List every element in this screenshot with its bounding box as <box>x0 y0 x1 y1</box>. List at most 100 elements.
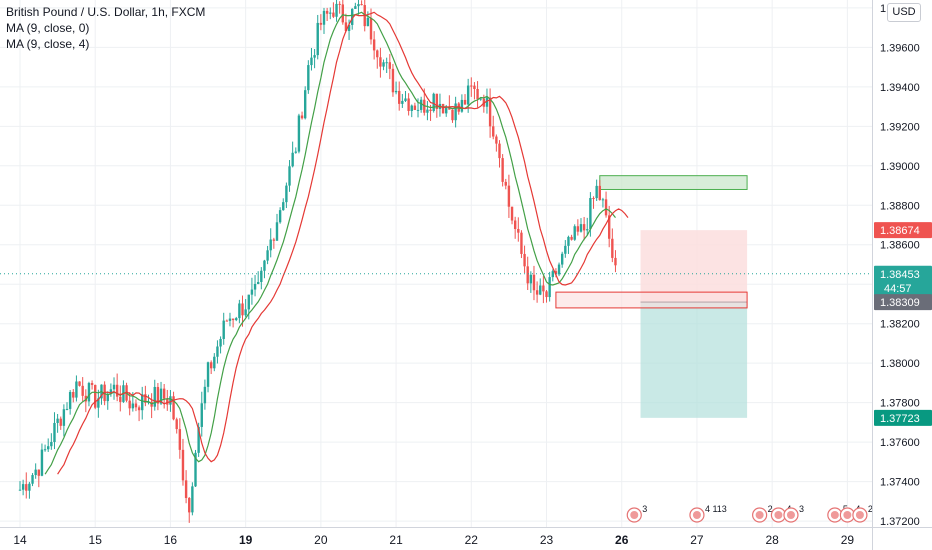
candle-body <box>156 386 160 404</box>
candle-body <box>382 62 385 67</box>
candle-body <box>454 103 457 121</box>
event-flag-icon-inner <box>786 511 795 519</box>
candle-body <box>463 99 467 105</box>
candle-body <box>376 50 379 58</box>
candle-body <box>178 429 182 450</box>
candle-body <box>197 426 200 453</box>
candle-body <box>564 245 567 254</box>
ma-indicator-2[interactable]: MA (9, close, 4) <box>6 37 90 51</box>
y-tick-label: 1.37800 <box>880 398 920 410</box>
candle-body <box>94 384 97 408</box>
price-badge-label: 1.38674 <box>880 225 920 237</box>
candle-body <box>216 346 219 357</box>
y-tick-label: 1.37400 <box>880 477 920 489</box>
y-tick-label: 1.38000 <box>880 358 920 370</box>
candle-body <box>56 418 59 423</box>
event-flag-icon-inner <box>843 511 852 519</box>
candle-body <box>535 290 539 295</box>
x-tick-label: 16 <box>164 533 178 547</box>
candle-body <box>288 166 291 186</box>
candle-body <box>307 65 310 91</box>
candle-body <box>379 57 382 67</box>
candle-body <box>247 294 250 310</box>
candle-body <box>545 291 548 298</box>
candle-body <box>228 318 232 321</box>
candle-body <box>40 449 44 476</box>
ma-indicator-1[interactable]: MA (9, close, 0) <box>6 21 90 35</box>
candle-body <box>426 109 429 113</box>
price-badge <box>874 409 932 426</box>
candle-body <box>488 97 492 127</box>
candle-body <box>47 446 50 450</box>
candle-body <box>256 282 260 284</box>
candle-body <box>209 362 213 369</box>
x-tick-label: 26 <box>615 533 629 547</box>
x-tick-label: 19 <box>239 533 253 547</box>
candle-body <box>81 385 84 396</box>
candle-body <box>194 452 197 487</box>
y-tick-label: 1.39400 <box>880 82 920 94</box>
candle-body <box>517 229 520 233</box>
candle-body <box>570 236 573 240</box>
candle-body <box>604 199 608 216</box>
trade-zones[interactable] <box>555 175 748 418</box>
candle-body <box>134 403 138 408</box>
candle-body <box>595 185 598 199</box>
candle-body <box>169 396 172 405</box>
candle-body <box>532 274 536 291</box>
event-flag-icon-inner <box>855 511 864 519</box>
candle-body <box>419 99 423 110</box>
candle-body <box>498 143 501 159</box>
candle-body <box>131 403 135 409</box>
candle-body <box>282 202 285 211</box>
candle-body <box>319 22 323 25</box>
candle-body <box>611 238 614 258</box>
ma-line-9-0 <box>44 11 616 475</box>
candle-body <box>466 85 470 105</box>
candle-body <box>225 320 229 322</box>
economic-events[interactable]: 34 113243542 <box>626 504 873 523</box>
x-tick-label: 14 <box>13 533 27 547</box>
candle-body <box>341 4 345 23</box>
y-tick-label: 1.38800 <box>880 200 920 212</box>
candle-body <box>78 381 81 386</box>
event-count: 4 113 <box>705 504 727 514</box>
event-flag-icon-inner <box>755 511 764 519</box>
candle-body <box>592 198 595 200</box>
x-tick-label: 15 <box>89 533 103 547</box>
candle-body <box>598 185 601 200</box>
demand-zone-box <box>555 291 748 309</box>
candle-body <box>250 289 254 295</box>
candle-body <box>285 185 288 203</box>
candle-body <box>579 224 583 232</box>
candle-body <box>335 3 338 17</box>
candle-body <box>360 4 363 6</box>
event-count: 3 <box>642 504 647 514</box>
candle-body <box>172 396 175 420</box>
candle-body <box>557 264 561 275</box>
price-badge <box>874 222 932 239</box>
candle-body <box>344 22 348 32</box>
candle-body <box>338 3 341 5</box>
chart-legend: British Pound / U.S. Dollar, 1h, FXCM MA… <box>6 4 205 52</box>
candle-body <box>407 98 410 111</box>
candle-body <box>322 10 326 25</box>
candle-body <box>31 475 34 484</box>
candle-body <box>241 303 244 316</box>
candle-body <box>213 356 216 369</box>
candle-body <box>263 260 266 271</box>
candle-body <box>184 480 188 499</box>
candle-body <box>191 486 194 513</box>
candle-body <box>548 277 551 298</box>
take-profit-zone <box>640 302 748 418</box>
candle-body <box>416 109 420 111</box>
symbol-title[interactable]: British Pound / U.S. Dollar, 1h, FXCM <box>6 5 206 19</box>
candle-body <box>586 229 589 231</box>
candle-body <box>357 4 360 7</box>
currency-button[interactable]: USD <box>887 3 921 22</box>
candle-body <box>582 224 586 231</box>
candle-body <box>21 484 25 490</box>
price-badge-countdown: 44:57 <box>884 283 912 295</box>
candle-body <box>97 398 100 408</box>
